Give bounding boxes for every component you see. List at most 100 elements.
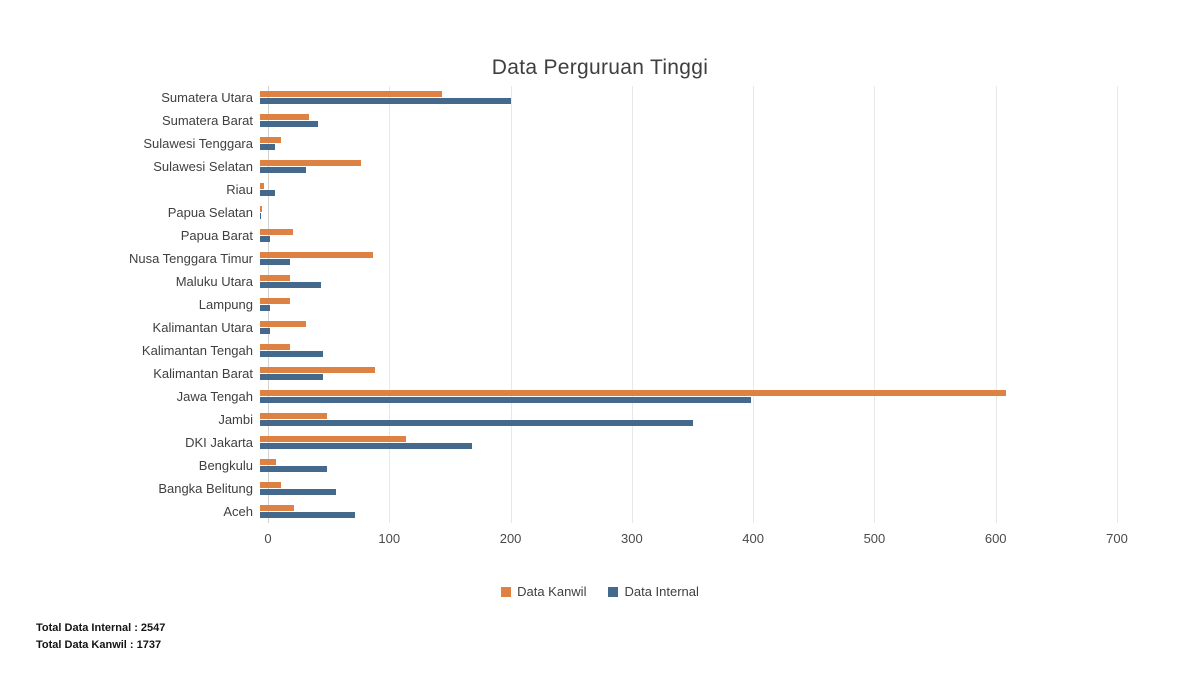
category-label: Nusa Tenggara Timur — [128, 251, 253, 266]
total-kanwil-text: Total Data Kanwil : 1737 — [36, 638, 162, 651]
bar-data-internal — [260, 351, 324, 357]
bar-row: Papua Selatan — [0, 201, 1200, 224]
bar-row: Jawa Tengah — [0, 385, 1200, 408]
bar-data-kanwil — [260, 390, 1006, 396]
total-internal-text: Total Data Internal : 2547 — [36, 622, 166, 634]
bar-group — [260, 201, 1109, 224]
bar-data-kanwil — [260, 413, 327, 419]
bar-data-internal — [260, 466, 327, 472]
bar-data-internal — [260, 512, 355, 518]
legend-label: Data Kanwil — [517, 584, 587, 599]
bar-row: Aceh — [0, 500, 1200, 523]
bar-data-kanwil — [260, 505, 294, 511]
bar-data-internal — [260, 282, 321, 288]
bar-rows: Sumatera Utara Sumatera Barat Sulawesi Ten… — [0, 86, 1200, 523]
bar-group — [260, 132, 1109, 155]
bar-row: Bengkulu — [0, 454, 1200, 477]
bar-row: Nusa Tenggara Timur — [0, 247, 1200, 270]
category-label: Papua Selatan — [167, 205, 253, 220]
gridline — [510, 86, 512, 523]
y-axis-line — [268, 86, 269, 523]
x-tick-label: 400 — [742, 531, 764, 546]
bar-row: Bangka Belitung — [0, 477, 1200, 500]
bar-data-kanwil — [260, 160, 361, 166]
bar-group — [260, 224, 1109, 247]
plot-area: Sumatera Utara Sumatera Barat Sulawesi Ten… — [0, 86, 1200, 523]
bar-row: Papua Barat — [0, 224, 1200, 247]
gridline — [995, 86, 997, 523]
category-label: Kalimantan Tengah — [141, 343, 253, 358]
category-label: Bangka Belitung — [158, 481, 253, 496]
category-label: Kalimantan Barat — [153, 366, 253, 381]
gridline — [631, 86, 633, 523]
bar-data-internal — [260, 98, 512, 104]
bar-data-kanwil — [260, 114, 309, 120]
bar-data-internal — [260, 374, 324, 380]
bar-data-internal — [260, 259, 291, 265]
bar-group — [260, 385, 1109, 408]
category-label: Jawa Tengah — [176, 389, 253, 404]
bar-row: Kalimantan Barat — [0, 362, 1200, 385]
bar-data-internal — [260, 190, 275, 196]
bar-data-internal — [260, 121, 319, 127]
category-label: Bengkulu — [198, 458, 253, 473]
bar-group — [260, 293, 1109, 316]
category-label: Jambi — [218, 412, 253, 427]
totals-note: Total Data Internal : 2547 Total Data Ka… — [36, 620, 165, 653]
bar-group — [260, 270, 1109, 293]
x-tick-label: 100 — [378, 531, 401, 546]
legend-label: Data Internal — [624, 584, 699, 599]
x-tick-label: 300 — [620, 531, 643, 546]
bar-group — [260, 155, 1109, 178]
bar-row: Sumatera Utara — [0, 86, 1200, 109]
bar-data-internal — [260, 213, 262, 219]
legend-swatch — [501, 586, 512, 597]
x-axis: 0 100 200 300 400 500 600 700 — [264, 531, 1127, 549]
bar-data-kanwil — [260, 459, 276, 465]
bar-data-internal — [260, 236, 270, 242]
gridline — [753, 86, 755, 523]
bar-row: Kalimantan Tengah — [0, 339, 1200, 362]
bar-data-kanwil — [260, 321, 307, 327]
category-label: Sulawesi Tenggara — [143, 136, 253, 151]
bar-row: Maluku Utara — [0, 270, 1200, 293]
category-label: Kalimantan Utara — [152, 320, 253, 335]
bar-row: Sulawesi Tenggara — [0, 132, 1200, 155]
bar-data-kanwil — [260, 367, 376, 373]
bar-data-kanwil — [260, 183, 264, 189]
bar-row: Riau — [0, 178, 1200, 201]
chart-title: Data Perguruan Tinggi — [491, 56, 709, 79]
bar-data-kanwil — [260, 298, 291, 304]
bar-group — [260, 362, 1109, 385]
bar-group — [260, 477, 1109, 500]
x-tick-label: 500 — [863, 531, 886, 546]
x-tick-label: 0 — [264, 531, 272, 546]
bar-row: DKI Jakarta — [0, 431, 1200, 454]
category-label: Papua Barat — [180, 228, 253, 243]
bar-group — [260, 454, 1109, 477]
x-tick-label: 200 — [499, 531, 522, 546]
chart-legend: Data Kanwil Data Internal — [0, 584, 1200, 599]
bar-data-internal — [260, 420, 693, 426]
category-label: Sumatera Utara — [161, 90, 253, 105]
gridline — [874, 86, 876, 523]
bar-data-kanwil — [260, 275, 291, 281]
category-label: Riau — [226, 182, 253, 197]
bar-group — [260, 500, 1109, 523]
legend-item-data-kanwil: Data Kanwil — [501, 584, 586, 599]
bar-data-internal — [260, 443, 473, 449]
bar-row: Sulawesi Selatan — [0, 155, 1200, 178]
bar-data-kanwil — [260, 436, 406, 442]
x-tick-label: 600 — [984, 531, 1007, 546]
bar-row: Jambi — [0, 408, 1200, 431]
category-label: DKI Jakarta — [185, 435, 253, 450]
category-label: Lampung — [198, 297, 253, 312]
bar-row: Lampung — [0, 293, 1200, 316]
bar-group — [260, 86, 1109, 109]
bar-group — [260, 316, 1109, 339]
bar-data-kanwil — [260, 344, 291, 350]
bar-data-internal — [260, 397, 752, 403]
bar-data-internal — [260, 328, 270, 334]
bar-data-kanwil — [260, 91, 442, 97]
bar-data-internal — [260, 144, 275, 150]
